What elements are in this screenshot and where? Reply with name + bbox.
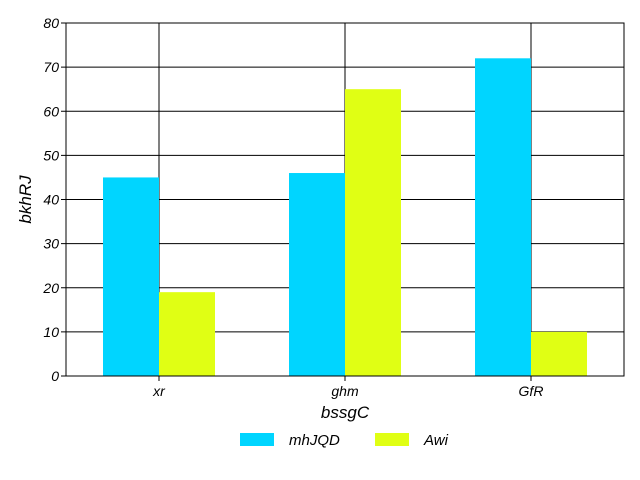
bar-Awi-ghm [345, 89, 401, 376]
y-tick-label: 40 [43, 192, 59, 208]
legend-label-Awi: Awi [423, 432, 449, 449]
y-tick-label: 20 [42, 280, 59, 296]
y-tick-label: 0 [51, 368, 59, 384]
y-axis-ticks: 0 10 20 30 40 50 60 70 80 [42, 15, 66, 384]
y-tick-label: 10 [43, 324, 59, 340]
bar-mhJQD-xr [103, 177, 159, 376]
legend-swatch-mhJQD [240, 433, 274, 446]
y-tick-label: 50 [43, 147, 59, 163]
x-tick-label: GfR [519, 383, 544, 399]
y-tick-label: 80 [43, 15, 59, 31]
y-tick-label: 60 [43, 103, 59, 119]
x-axis-label: bssgC [321, 403, 370, 422]
bars [103, 58, 587, 377]
x-axis-ticks: xr ghm GfR [152, 376, 543, 399]
bar-Awi-xr [159, 292, 215, 376]
y-axis-label: bkhRJ [16, 175, 35, 224]
bar-Awi-GfR [531, 331, 587, 376]
x-tick-label: xr [152, 383, 166, 399]
bar-mhJQD-GfR [475, 58, 531, 377]
x-tick-label: ghm [331, 383, 359, 399]
y-tick-label: 30 [43, 236, 59, 252]
legend: mhJQD Awi [240, 432, 449, 449]
y-tick-label: 70 [43, 59, 59, 75]
bar-mhJQD-ghm [289, 173, 345, 376]
legend-label-mhJQD: mhJQD [289, 432, 340, 449]
legend-swatch-Awi [375, 433, 409, 446]
